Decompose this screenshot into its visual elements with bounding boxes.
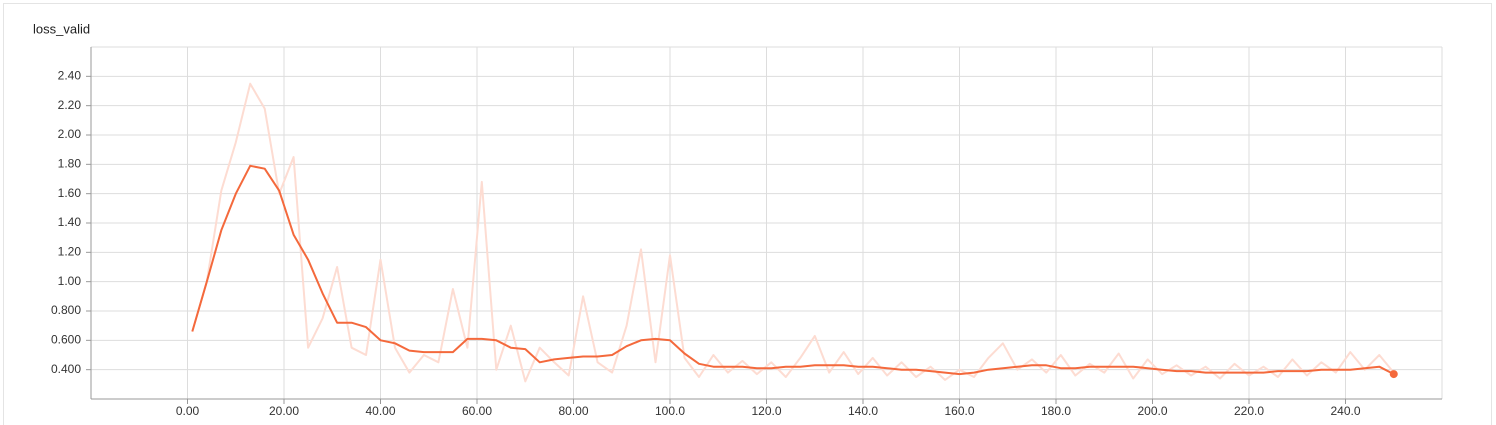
card [3, 3, 1492, 425]
x-tick-label: 180.0 [1041, 404, 1071, 418]
x-tick-label: 0.00 [176, 404, 200, 418]
y-tick-label: 1.00 [58, 274, 82, 288]
x-tick-label: 120.0 [751, 404, 781, 418]
y-tick-label: 2.00 [58, 127, 82, 141]
y-tick-label: 2.40 [58, 69, 82, 83]
x-tick-label: 160.0 [944, 404, 974, 418]
x-tick-label: 80.00 [558, 404, 588, 418]
y-tick-label: 1.20 [58, 245, 82, 259]
x-tick-label: 40.00 [365, 404, 395, 418]
x-tick-label: 240.0 [1330, 404, 1360, 418]
x-tick-label: 140.0 [848, 404, 878, 418]
x-tick-label: 100.0 [655, 404, 685, 418]
y-tick-label: 1.40 [58, 215, 82, 229]
last-point [1389, 370, 1398, 379]
x-tick-label: 220.0 [1234, 404, 1264, 418]
y-tick-label: 1.60 [58, 186, 82, 200]
series-line [191, 164, 1395, 376]
x-tick-label: 60.00 [462, 404, 492, 418]
y-tick-label: 2.20 [58, 98, 82, 112]
y-tick-label: 0.600 [51, 333, 81, 347]
y-tick-label: 0.400 [51, 362, 81, 376]
y-tick-label: 1.80 [58, 157, 82, 171]
x-tick-label: 20.00 [269, 404, 299, 418]
chart-title: loss_valid [33, 21, 90, 36]
x-tick-label: 200.0 [1137, 404, 1167, 418]
y-tick-label: 0.800 [51, 303, 81, 317]
